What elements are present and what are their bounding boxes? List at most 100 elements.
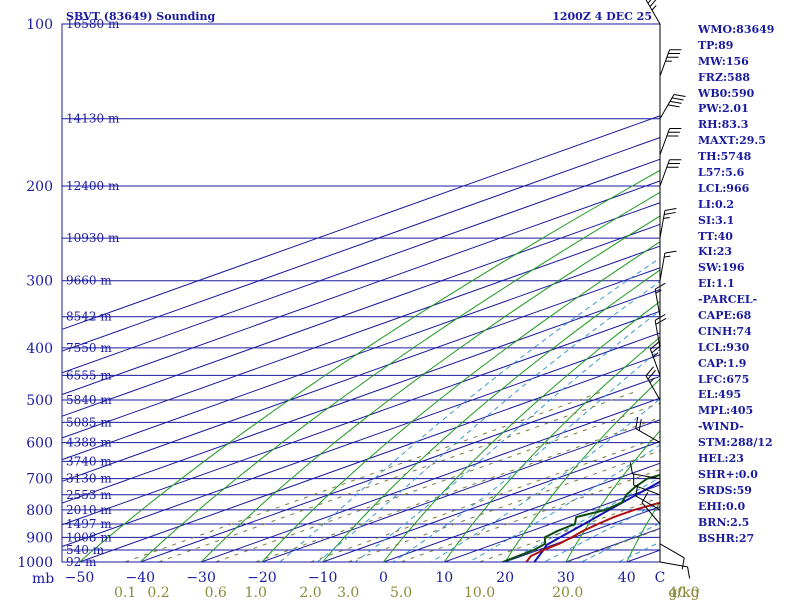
index-item: LI:0.2 [698, 197, 735, 211]
pressure-tick-label: 600 [26, 436, 53, 452]
index-item: RH:83.3 [698, 118, 749, 132]
index-item: TT:40 [698, 229, 733, 243]
wind-barb-full [654, 314, 666, 321]
wind-barb-full [654, 282, 666, 290]
mixing-ratio-label: 40.0 [668, 585, 699, 600]
isotherm-line [62, 267, 660, 482]
wind-barb [645, 366, 661, 401]
height-label: 2553 m [66, 488, 112, 502]
moist-adiabat [316, 280, 660, 562]
wind-barb [654, 314, 667, 348]
wind-barb-staff [633, 484, 661, 496]
indices-panel: WMO:83649 TP:89 MW:156 FRZ:588 WB0:590 PW:2.0… [698, 22, 798, 546]
mixing-ratio-label: 10.0 [464, 585, 495, 600]
temperature-tick-label: 40 [618, 570, 636, 586]
dry-adiabat [261, 241, 660, 562]
pressure-tick-label: 300 [26, 274, 53, 290]
wind-barb-half [664, 255, 671, 258]
wind-barb [645, 0, 661, 25]
wind-barb-full [655, 317, 667, 325]
height-label: 4388 m [66, 436, 112, 450]
height-label: 1497 m [66, 517, 112, 531]
wind-barb-full [650, 341, 660, 350]
height-label: 7550 m [66, 341, 112, 355]
mixing-ratio-label: 2.0 [299, 585, 321, 600]
index-item: -PARCEL- [698, 293, 758, 307]
index-item: STM:288/12 [698, 436, 773, 450]
isotherm-line [138, 375, 660, 562]
temperature-tick-label: −40 [126, 570, 156, 586]
wind-barb-staff [659, 94, 675, 119]
temperature-tick-label: −50 [65, 570, 95, 586]
pressure-tick-label: 1000 [17, 555, 53, 571]
wind-barb-staff [645, 0, 661, 25]
temperature-tick-label: 0 [379, 570, 388, 586]
wind-barb [659, 543, 685, 570]
isotherm-line [62, 137, 660, 352]
pressure-tick-label: 400 [26, 341, 53, 357]
wind-barb-full [638, 418, 642, 431]
isotherm-line [62, 158, 660, 374]
pressure-tick-label: 500 [26, 393, 53, 409]
mixing-ratio-label: 0.6 [205, 585, 227, 600]
isotherm-line [62, 115, 660, 330]
wind-barb-full [669, 159, 682, 161]
wind-barb-staff [641, 502, 661, 525]
dry-adiabat [504, 378, 660, 562]
wind-barb-full [645, 366, 654, 377]
index-item: BSHR:27 [698, 531, 755, 545]
wind-barb-full [666, 135, 679, 137]
temperature-tick-label: C [655, 570, 666, 586]
index-item: LCL:966 [698, 181, 750, 195]
index-item: KI:23 [698, 245, 733, 259]
moist-adiabat [543, 501, 660, 562]
wind-barb-staff [659, 159, 671, 187]
mixing-ratio-label: 20.0 [552, 585, 583, 600]
wind-barb-full [664, 211, 676, 215]
height-label: 540 m [66, 543, 105, 557]
wind-barb-staff [659, 543, 685, 559]
wind-barb [659, 159, 682, 187]
mixing-ratio-label: 5.0 [390, 585, 412, 600]
wind-barb-full [635, 416, 639, 429]
temperature-tick-label: −30 [186, 570, 216, 586]
parcel-trace [533, 480, 660, 562]
wind-barb-staff [654, 320, 661, 348]
height-label: 5085 m [66, 415, 112, 429]
wind-barb [629, 462, 661, 480]
moist-adiabat [430, 398, 660, 562]
wind-barb-staff [659, 210, 666, 239]
wind-barb-full [669, 100, 682, 104]
moist-adiabat [354, 310, 660, 562]
temperature-tick-label: 20 [496, 570, 514, 586]
isotherm-line [62, 332, 660, 548]
wind-barb-full [668, 162, 680, 164]
temperature-tick-label: −10 [308, 570, 338, 586]
wind-barb [641, 492, 661, 525]
wind-barb [659, 49, 682, 77]
wind-barb-full [641, 492, 649, 503]
wind-barb [659, 208, 677, 239]
isotherm-line [62, 245, 660, 461]
mixing-ratio-line [255, 417, 660, 562]
index-item: SW:196 [698, 261, 745, 275]
mixing-ratio-label: 0.1 [114, 585, 136, 600]
wind-barb-half [652, 352, 659, 357]
dry-adiabat [382, 300, 660, 562]
isotherm-line [62, 180, 660, 396]
wind-barb [659, 127, 682, 155]
pressure-unit-label: mb [32, 571, 54, 587]
moist-adiabat [580, 522, 660, 562]
height-label: 8542 m [66, 310, 112, 324]
wind-barb-full [681, 557, 685, 570]
isotherm-line [62, 289, 660, 504]
index-item: TP:89 [698, 38, 734, 52]
dry-adiabat [443, 336, 660, 562]
index-item: MPL:405 [698, 404, 754, 418]
datetime-label: 1200Z 4 DEC 25 [552, 10, 652, 23]
pressure-tick-label: 900 [26, 530, 53, 546]
height-label: 5840 m [66, 393, 112, 407]
wind-barb-staff [654, 289, 661, 317]
wind-barb-half [663, 216, 670, 219]
